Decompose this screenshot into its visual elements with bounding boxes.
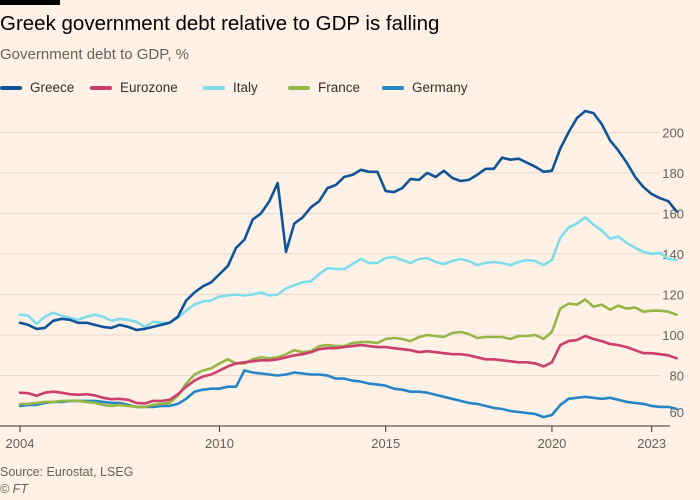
x-tick-label-2020: 2020: [537, 436, 566, 451]
y-tick-label-120: 120: [662, 287, 684, 302]
series-line-france: [18, 298, 678, 409]
x-tick-label-2010: 2010: [205, 436, 234, 451]
legend-swatch-eurozone: [90, 85, 112, 90]
chart-title: Greek government debt relative to GDP is…: [0, 12, 440, 35]
y-tick-label-80: 80: [670, 369, 684, 384]
y-tick-label-180: 180: [662, 166, 684, 181]
legend-item-germany: Germany: [382, 80, 468, 95]
legend-label-italy: Italy: [233, 80, 258, 95]
legend-swatch-france: [288, 85, 310, 90]
series-line-eurozone: [18, 334, 678, 405]
y-tick-label-100: 100: [662, 328, 684, 343]
x-tick-label-2004: 2004: [6, 436, 35, 451]
x-tick-label-2015: 2015: [371, 436, 400, 451]
legend-swatch-greece: [0, 85, 22, 90]
legend-label-greece: Greece: [30, 80, 75, 95]
ft-top-bar: [0, 0, 60, 5]
chart-legend: Greece Eurozone Italy France Germany: [0, 80, 700, 98]
series-line-greece: [18, 109, 678, 332]
legend-item-italy: Italy: [203, 80, 258, 95]
legend-item-france: France: [288, 80, 360, 95]
copyright-note: © FT: [0, 482, 28, 496]
legend-label-eurozone: Eurozone: [120, 80, 178, 95]
y-tick-label-200: 200: [662, 125, 684, 140]
legend-item-eurozone: Eurozone: [90, 80, 178, 95]
y-tick-label-160: 160: [662, 206, 684, 221]
legend-item-greece: Greece: [0, 80, 74, 95]
chart-subtitle: Government debt to GDP, %: [0, 46, 189, 63]
x-tick-label-2023: 2023: [637, 436, 666, 451]
legend-label-france: France: [318, 80, 361, 95]
legend-label-germany: Germany: [412, 80, 468, 95]
legend-swatch-germany: [382, 85, 404, 90]
legend-swatch-italy: [203, 85, 225, 90]
source-note: Source: Eurostat, LSEG: [0, 465, 134, 479]
series-line-germany: [18, 369, 678, 419]
series-line-italy: [18, 216, 678, 329]
